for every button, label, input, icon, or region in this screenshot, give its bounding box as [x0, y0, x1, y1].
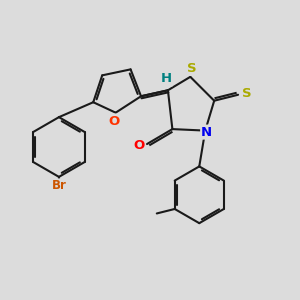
Text: H: H	[161, 72, 172, 86]
Text: N: N	[201, 126, 212, 139]
Text: S: S	[187, 62, 196, 75]
Text: Br: Br	[52, 179, 66, 192]
Text: O: O	[133, 139, 144, 152]
Text: O: O	[109, 115, 120, 128]
Text: S: S	[242, 87, 251, 100]
